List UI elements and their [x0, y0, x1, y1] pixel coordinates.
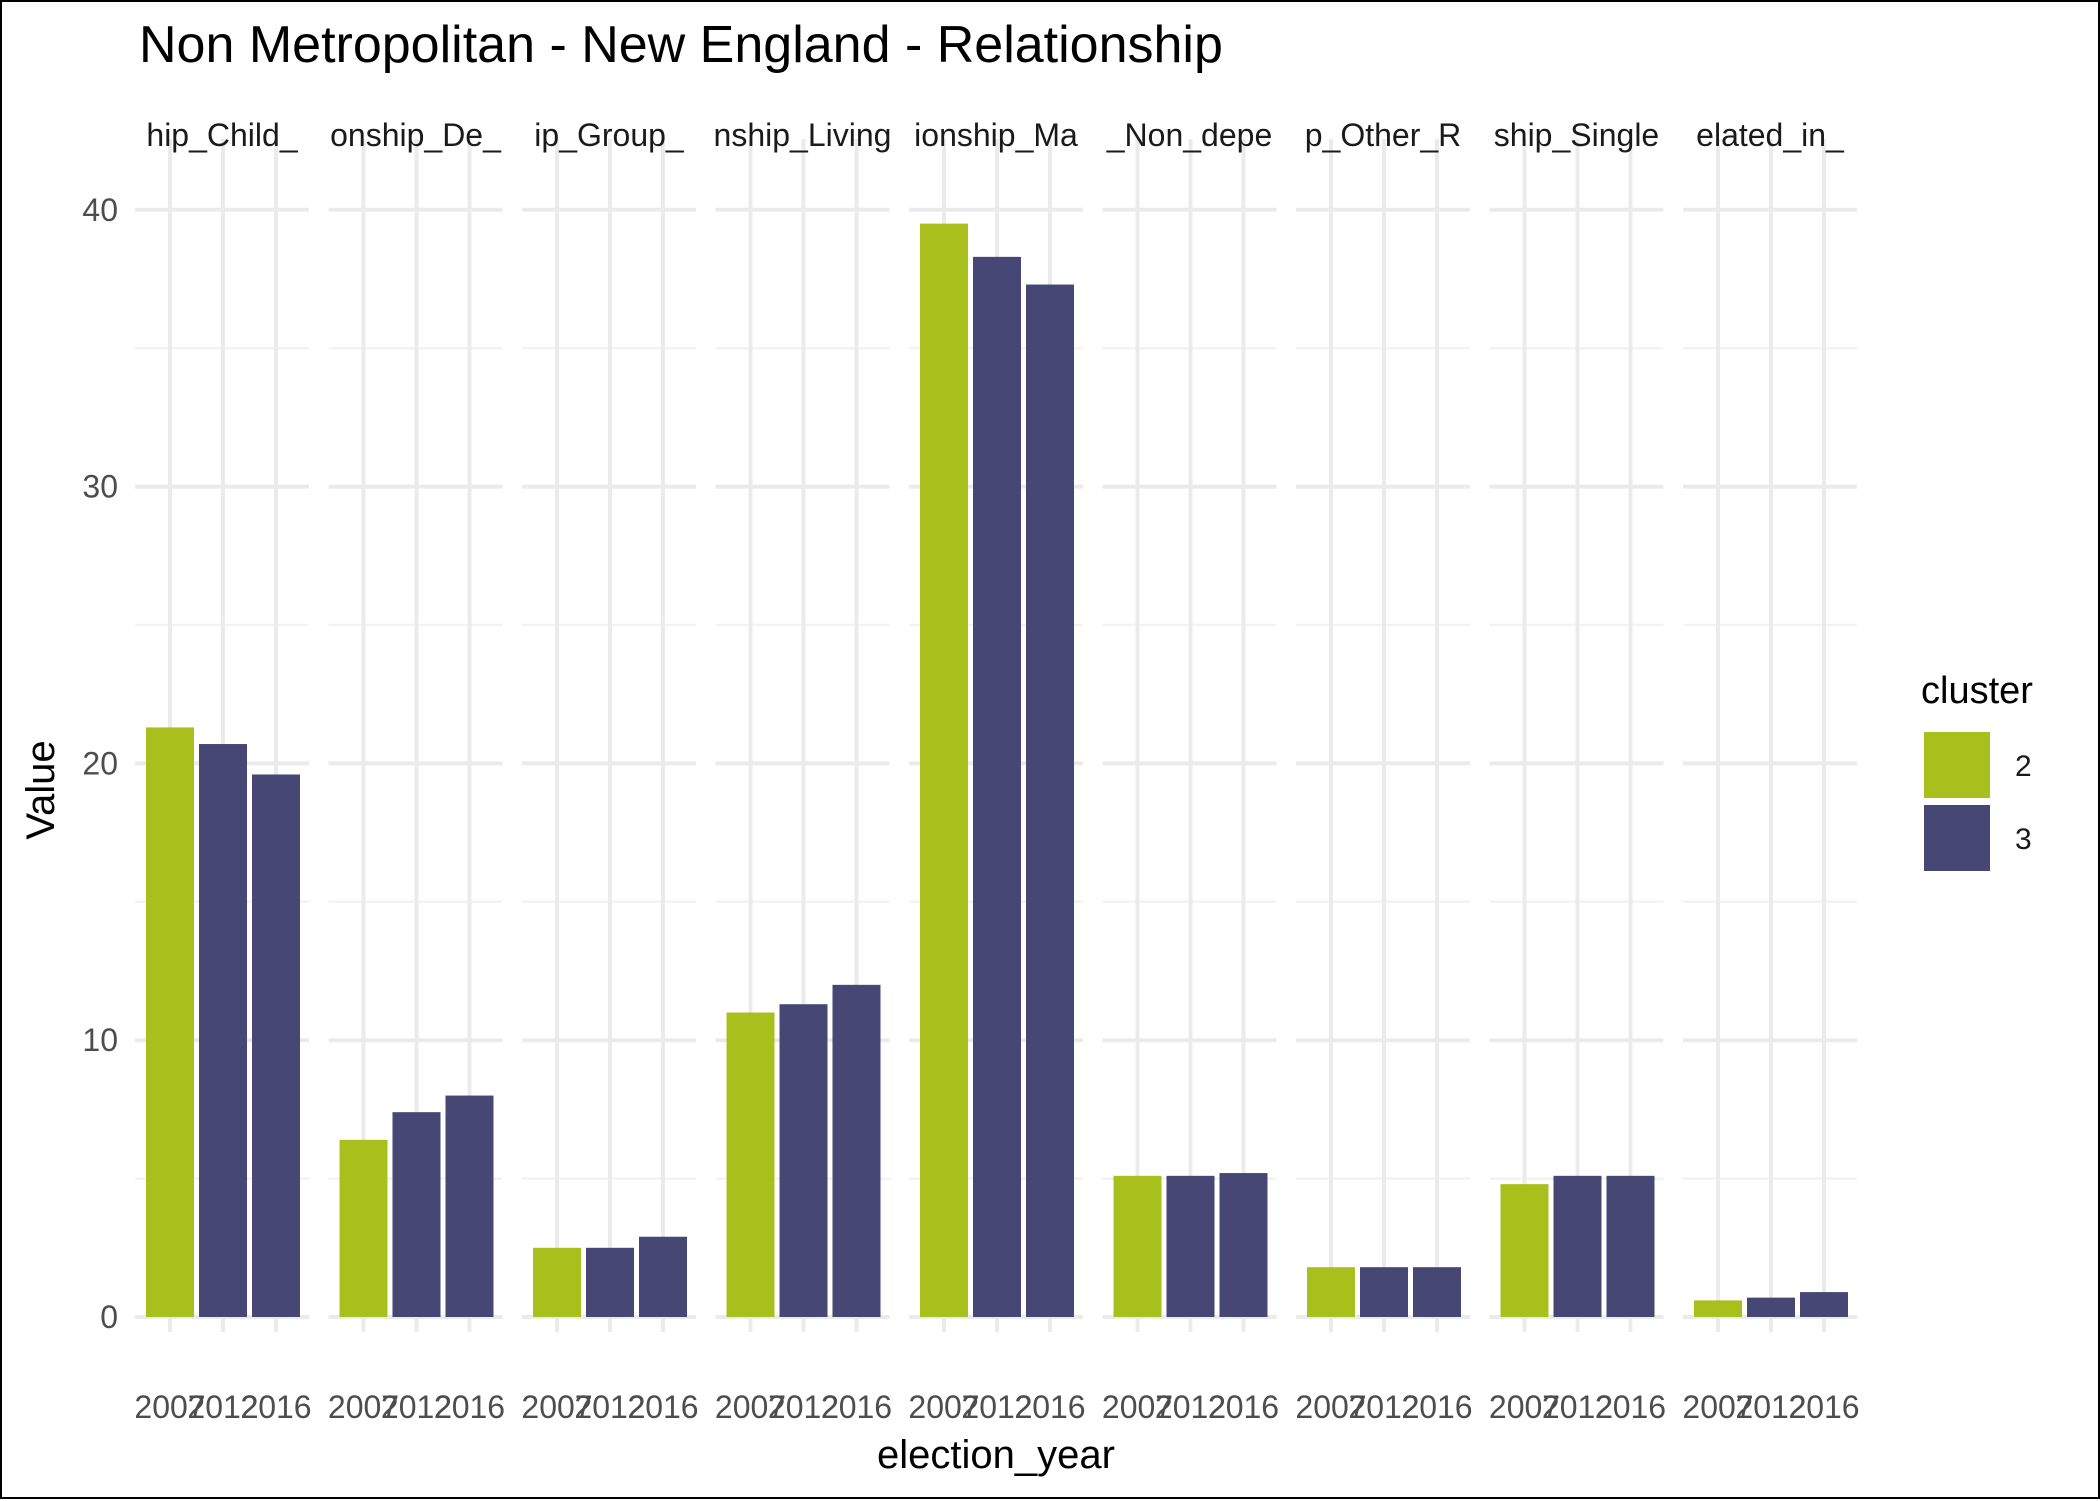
bar	[920, 223, 968, 1317]
bar	[1307, 1267, 1355, 1317]
x-tick-label: 2007	[521, 1389, 592, 1425]
bar	[779, 1004, 828, 1317]
bar	[1026, 284, 1074, 1317]
facet-strip-label: ionship_Ma	[914, 117, 1078, 153]
bar	[1606, 1175, 1655, 1317]
x-tick-label: 2007	[1102, 1389, 1173, 1425]
x-tick-label: 2012	[768, 1389, 839, 1425]
x-tick-label: 2012	[187, 1389, 258, 1425]
legend-key-2	[1924, 732, 1990, 798]
bar	[1360, 1267, 1408, 1317]
x-tick-label: 2016	[1788, 1389, 1859, 1425]
x-tick-label: 2007	[715, 1389, 786, 1425]
x-tick-label: 2012	[381, 1389, 452, 1425]
facet-strip-label: nship_Living	[714, 117, 892, 153]
x-tick-label: 2007	[1682, 1389, 1753, 1425]
bar	[639, 1236, 687, 1317]
y-tick-label: 0	[100, 1299, 118, 1335]
x-tick-label: 2012	[1155, 1389, 1226, 1425]
bar	[1553, 1175, 1602, 1317]
x-tick-label: 2012	[1735, 1389, 1806, 1425]
x-tick-label: 2012	[961, 1389, 1032, 1425]
x-tick-label: 2016	[1401, 1389, 1472, 1425]
bar	[1166, 1175, 1215, 1317]
bar	[1500, 1184, 1549, 1317]
x-tick-label: 2012	[574, 1389, 645, 1425]
legend-label: 3	[2015, 823, 2032, 856]
bar	[146, 727, 194, 1317]
x-tick-label: 2016	[1208, 1389, 1279, 1425]
x-tick-label: 2007	[134, 1389, 205, 1425]
legend: 23	[1924, 732, 2032, 871]
x-tick-label: 2016	[434, 1389, 505, 1425]
bar	[252, 774, 300, 1317]
bar	[973, 256, 1021, 1318]
facet-strip-label: ship_Single	[1494, 117, 1659, 153]
bar	[1413, 1267, 1461, 1317]
facet-strip-label: onship_De_	[330, 117, 502, 153]
bar	[445, 1095, 494, 1317]
y-axis-title: Value	[19, 740, 63, 839]
facet-strip-label: p_Other_R	[1305, 117, 1462, 153]
x-tick-label: 2016	[627, 1389, 698, 1425]
x-tick-label: 2016	[821, 1389, 892, 1425]
bar	[392, 1112, 441, 1317]
text-layer: Non Metropolitan - New England - Relatio…	[19, 16, 2033, 1477]
chart-title: Non Metropolitan - New England - Relatio…	[139, 16, 1223, 74]
bar	[1219, 1173, 1268, 1317]
bar	[339, 1139, 388, 1317]
bar	[1747, 1297, 1795, 1317]
y-tick-label: 20	[82, 745, 118, 781]
x-tick-label: 2016	[1014, 1389, 1085, 1425]
bar	[832, 984, 881, 1317]
facet-strip-label: _Non_depe	[1106, 117, 1272, 153]
facet-strip-label: ip_Group_	[534, 117, 685, 153]
legend-label: 2	[2015, 750, 2032, 783]
x-tick-label: 2007	[1489, 1389, 1560, 1425]
bar	[1694, 1300, 1742, 1317]
bar	[199, 744, 247, 1317]
bar-layer	[146, 223, 1848, 1318]
facet-strip-label: hip_Child_	[146, 117, 298, 153]
facet-strip-label: elated_in_	[1696, 117, 1845, 153]
legend-title: cluster	[1921, 670, 2033, 712]
y-tick-label: 40	[82, 192, 118, 228]
x-tick-label: 2016	[1595, 1389, 1666, 1425]
bar	[1800, 1292, 1848, 1317]
x-tick-label: 2012	[1348, 1389, 1419, 1425]
x-tick-label: 2016	[240, 1389, 311, 1425]
bar	[586, 1247, 634, 1317]
y-tick-label: 30	[82, 469, 118, 505]
x-tick-label: 2007	[1295, 1389, 1366, 1425]
legend-key-3	[1924, 805, 1990, 871]
x-tick-label: 2007	[908, 1389, 979, 1425]
bar	[726, 1012, 775, 1317]
bar	[1113, 1175, 1162, 1317]
bar	[533, 1247, 581, 1317]
x-axis-title: election_year	[877, 1433, 1115, 1477]
x-tick-label: 2012	[1542, 1389, 1613, 1425]
x-tick-label: 2007	[328, 1389, 399, 1425]
y-tick-label: 10	[82, 1022, 118, 1058]
